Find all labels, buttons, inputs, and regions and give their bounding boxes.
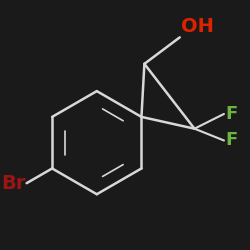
Text: F: F [226,132,238,150]
Text: Br: Br [1,174,25,193]
Text: OH: OH [181,17,214,36]
Text: F: F [226,105,238,123]
